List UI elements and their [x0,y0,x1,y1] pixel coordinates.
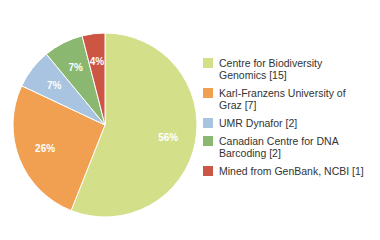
svg-text:7%: 7% [47,80,62,91]
html-text:Mined from GenBank, NCBI [1]: Mined from GenBank, NCBI [1] [219,165,364,177]
svg-text:56%: 56% [158,132,178,143]
html-text:UMR Dynafor [2]: UMR Dynafor [2] [219,117,298,129]
svg-text:7%: 7% [69,62,84,73]
html-text:Karl-Franzens University of Gr: Karl-Franzens University of Graz [7] [219,87,346,111]
svg-text:26%: 26% [35,143,55,154]
html-text:Centre for Biodiversity Genomi: Centre for Biodiversity Genomics [15] [219,57,323,81]
html-text:Canadian Centre for DNA Barcod: Canadian Centre for DNA Barcoding [2] [219,135,339,159]
svg-text:4%: 4% [90,56,105,67]
